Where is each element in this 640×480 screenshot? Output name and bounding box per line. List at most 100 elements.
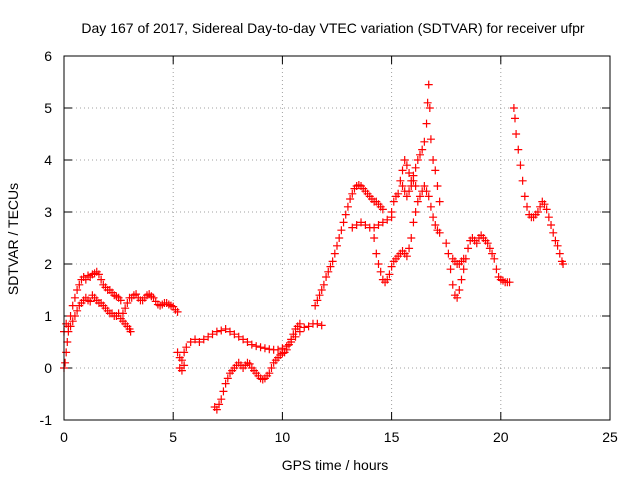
data-point bbox=[177, 366, 186, 375]
data-point bbox=[112, 292, 121, 301]
data-point bbox=[396, 176, 405, 185]
data-point bbox=[405, 244, 414, 253]
data-point bbox=[284, 340, 293, 349]
data-point bbox=[426, 202, 435, 211]
data-point bbox=[73, 306, 82, 315]
data-point bbox=[212, 405, 221, 414]
data-point bbox=[274, 345, 283, 354]
data-point bbox=[409, 218, 418, 227]
data-point bbox=[455, 286, 464, 294]
data-point bbox=[559, 260, 568, 268]
data-point bbox=[422, 119, 431, 128]
data-point bbox=[389, 197, 398, 206]
data-point bbox=[383, 215, 392, 224]
data-point bbox=[173, 307, 182, 316]
y-tick-label: 1 bbox=[44, 308, 52, 324]
data-point bbox=[68, 317, 77, 326]
data-point bbox=[472, 239, 481, 248]
data-point bbox=[215, 400, 224, 409]
data-point bbox=[330, 249, 339, 258]
data-point bbox=[265, 369, 274, 378]
data-point bbox=[387, 262, 396, 271]
data-point bbox=[126, 327, 135, 336]
data-point bbox=[221, 325, 230, 333]
data-point bbox=[97, 275, 106, 284]
data-points bbox=[60, 80, 568, 414]
data-point bbox=[422, 187, 431, 196]
data-point bbox=[370, 223, 379, 232]
data-point bbox=[540, 200, 549, 209]
chart-title: Day 167 of 2017, Sidereal Day-to-day VTE… bbox=[81, 20, 585, 36]
data-point bbox=[304, 322, 313, 331]
data-point bbox=[520, 192, 529, 201]
data-point bbox=[147, 292, 156, 301]
data-point bbox=[411, 163, 420, 172]
data-point bbox=[402, 161, 411, 170]
data-point bbox=[63, 338, 72, 346]
grid-lines bbox=[64, 56, 610, 420]
data-point bbox=[219, 387, 228, 396]
data-point bbox=[348, 223, 357, 232]
data-point bbox=[230, 330, 239, 339]
data-point bbox=[180, 348, 189, 357]
data-point bbox=[400, 156, 409, 164]
data-point bbox=[415, 150, 424, 159]
data-point bbox=[118, 309, 127, 318]
data-point bbox=[420, 137, 429, 146]
data-point bbox=[459, 254, 468, 263]
data-point bbox=[509, 104, 518, 112]
data-point bbox=[398, 182, 407, 190]
series-segment-2-upper bbox=[173, 319, 326, 365]
data-point bbox=[333, 241, 341, 250]
data-point bbox=[413, 197, 422, 206]
data-point bbox=[518, 176, 527, 185]
data-point bbox=[81, 275, 90, 284]
data-point bbox=[374, 221, 383, 229]
data-point bbox=[311, 301, 320, 310]
data-point bbox=[322, 273, 331, 281]
data-point bbox=[225, 327, 234, 336]
data-point bbox=[252, 342, 261, 351]
data-point bbox=[357, 218, 366, 227]
data-point bbox=[278, 349, 287, 358]
y-tick-label: 0 bbox=[44, 360, 52, 376]
series-segment-1-upper bbox=[60, 267, 125, 336]
y-tick-label: 5 bbox=[44, 100, 52, 116]
series-segment-1-lower bbox=[60, 291, 135, 372]
data-point bbox=[444, 249, 453, 258]
data-point bbox=[191, 335, 200, 344]
y-tick-label: 2 bbox=[44, 256, 52, 272]
data-point bbox=[485, 244, 494, 253]
data-point bbox=[424, 192, 433, 201]
data-point bbox=[164, 300, 173, 309]
data-point bbox=[70, 293, 79, 302]
data-point bbox=[328, 257, 337, 266]
x-tick-label: 25 bbox=[602, 429, 618, 445]
x-tick-label: 5 bbox=[169, 429, 177, 445]
data-point bbox=[549, 228, 558, 237]
data-point bbox=[177, 356, 186, 365]
data-point bbox=[553, 241, 562, 250]
data-point bbox=[247, 340, 256, 349]
data-point bbox=[429, 213, 438, 222]
data-point bbox=[319, 280, 328, 289]
data-point bbox=[217, 326, 226, 335]
data-point bbox=[186, 338, 195, 346]
data-point bbox=[223, 374, 232, 383]
data-point bbox=[372, 249, 381, 258]
data-point bbox=[415, 192, 424, 201]
series-segment-3-main bbox=[311, 180, 387, 310]
data-point bbox=[378, 205, 387, 214]
data-point bbox=[426, 135, 435, 144]
data-point bbox=[464, 244, 473, 253]
x-tick-label: 20 bbox=[493, 429, 509, 445]
data-point bbox=[405, 187, 414, 196]
data-point bbox=[66, 322, 75, 331]
data-point bbox=[446, 265, 455, 274]
data-point bbox=[73, 286, 82, 294]
data-point bbox=[132, 290, 141, 299]
tick-labels: 0 5 10 15 20 25 -1 0 1 2 3 4 5 6 bbox=[40, 48, 618, 445]
data-point bbox=[488, 249, 497, 258]
x-tick-label: 15 bbox=[384, 429, 400, 445]
data-point bbox=[420, 182, 429, 190]
